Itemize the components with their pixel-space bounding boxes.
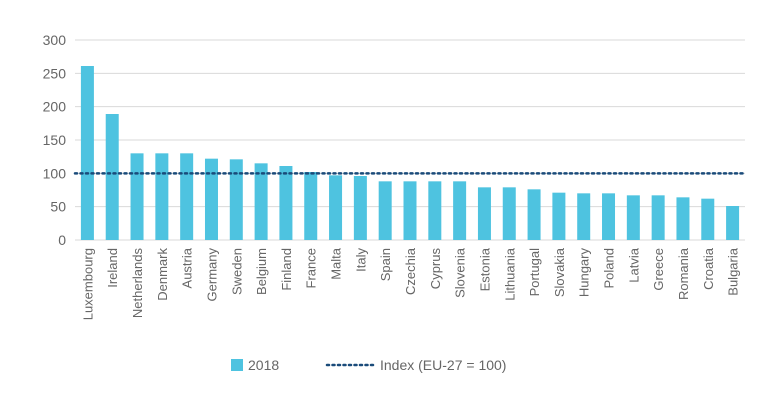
bar-croatia [701, 198, 715, 240]
bar-estonia [477, 187, 491, 240]
bar-luxembourg [80, 66, 94, 240]
bar-romania [676, 197, 690, 240]
bars [80, 66, 740, 240]
x-tick-label-hungary: Hungary [577, 248, 592, 298]
x-tick-label-netherlands: Netherlands [130, 248, 145, 319]
legend-label-index: Index (EU-27 = 100) [380, 357, 506, 373]
y-tick-label: 300 [43, 32, 67, 48]
x-tick-label-romania: Romania [676, 247, 691, 300]
x-tick-label-slovenia: Slovenia [453, 247, 468, 298]
x-tick-label-latvia: Latvia [626, 247, 641, 282]
bar-austria [180, 153, 194, 240]
bar-belgium [254, 163, 268, 240]
y-tick-label: 100 [43, 165, 67, 181]
bar-portugal [527, 189, 541, 240]
legend-label-2018: 2018 [248, 357, 279, 373]
x-tick-label-greece: Greece [651, 248, 666, 291]
bar-ireland [105, 114, 119, 240]
x-tick-label-luxembourg: Luxembourg [80, 248, 95, 320]
x-tick-label-france: France [304, 248, 319, 288]
x-tick-label-croatia: Croatia [701, 247, 716, 290]
x-tick-label-finland: Finland [279, 248, 294, 291]
x-axis-labels: Luxembourg Ireland Netherlands Denmark Austr… [80, 247, 740, 320]
bar-slovenia [453, 181, 467, 240]
bar-italy [353, 176, 367, 240]
x-tick-label-ireland: Ireland [105, 248, 120, 288]
x-tick-label-czechia: Czechia [403, 247, 418, 295]
y-tick-label: 0 [58, 232, 66, 248]
legend: 2018 Index (EU-27 = 100) [231, 357, 506, 373]
x-tick-label-portugal: Portugal [527, 248, 542, 297]
x-tick-label-estonia: Estonia [477, 247, 492, 291]
y-axis-ticks: 0 50 100 150 200 250 300 [43, 32, 67, 248]
bar-finland [279, 166, 293, 240]
x-tick-label-spain: Spain [378, 248, 393, 281]
x-tick-label-bulgaria: Bulgaria [726, 247, 741, 295]
legend-swatch-2018 [231, 359, 243, 371]
x-tick-label-lithuania: Lithuania [502, 247, 517, 301]
y-tick-label: 200 [43, 99, 67, 115]
x-tick-label-belgium: Belgium [254, 248, 269, 295]
bar-lithuania [502, 187, 516, 240]
bar-bulgaria [726, 206, 740, 240]
bar-greece [651, 195, 665, 240]
x-tick-label-poland: Poland [602, 248, 617, 288]
x-tick-label-italy: Italy [353, 248, 368, 272]
bar-spain [378, 181, 392, 240]
bar-germany [204, 158, 218, 240]
bar-sweden [229, 159, 243, 240]
bar-latvia [626, 195, 640, 240]
y-tick-label: 150 [43, 132, 67, 148]
x-tick-label-malta: Malta [329, 247, 344, 280]
x-tick-label-sweden: Sweden [229, 248, 244, 295]
bar-poland [602, 193, 616, 240]
x-tick-label-germany: Germany [204, 248, 219, 302]
bar-malta [329, 175, 343, 240]
x-tick-label-slovakia: Slovakia [552, 247, 567, 297]
x-tick-label-cyprus: Cyprus [428, 248, 443, 290]
x-tick-label-austria: Austria [180, 247, 195, 288]
y-tick-label: 50 [50, 199, 66, 215]
bar-france [304, 172, 318, 240]
y-tick-label: 250 [43, 65, 67, 81]
bar-cyprus [428, 181, 442, 240]
x-tick-label-denmark: Denmark [155, 248, 170, 301]
bar-slovakia [552, 192, 566, 240]
bar-netherlands [130, 153, 144, 240]
bar-hungary [577, 193, 591, 240]
bar-denmark [155, 153, 169, 240]
bar-czechia [403, 181, 417, 240]
